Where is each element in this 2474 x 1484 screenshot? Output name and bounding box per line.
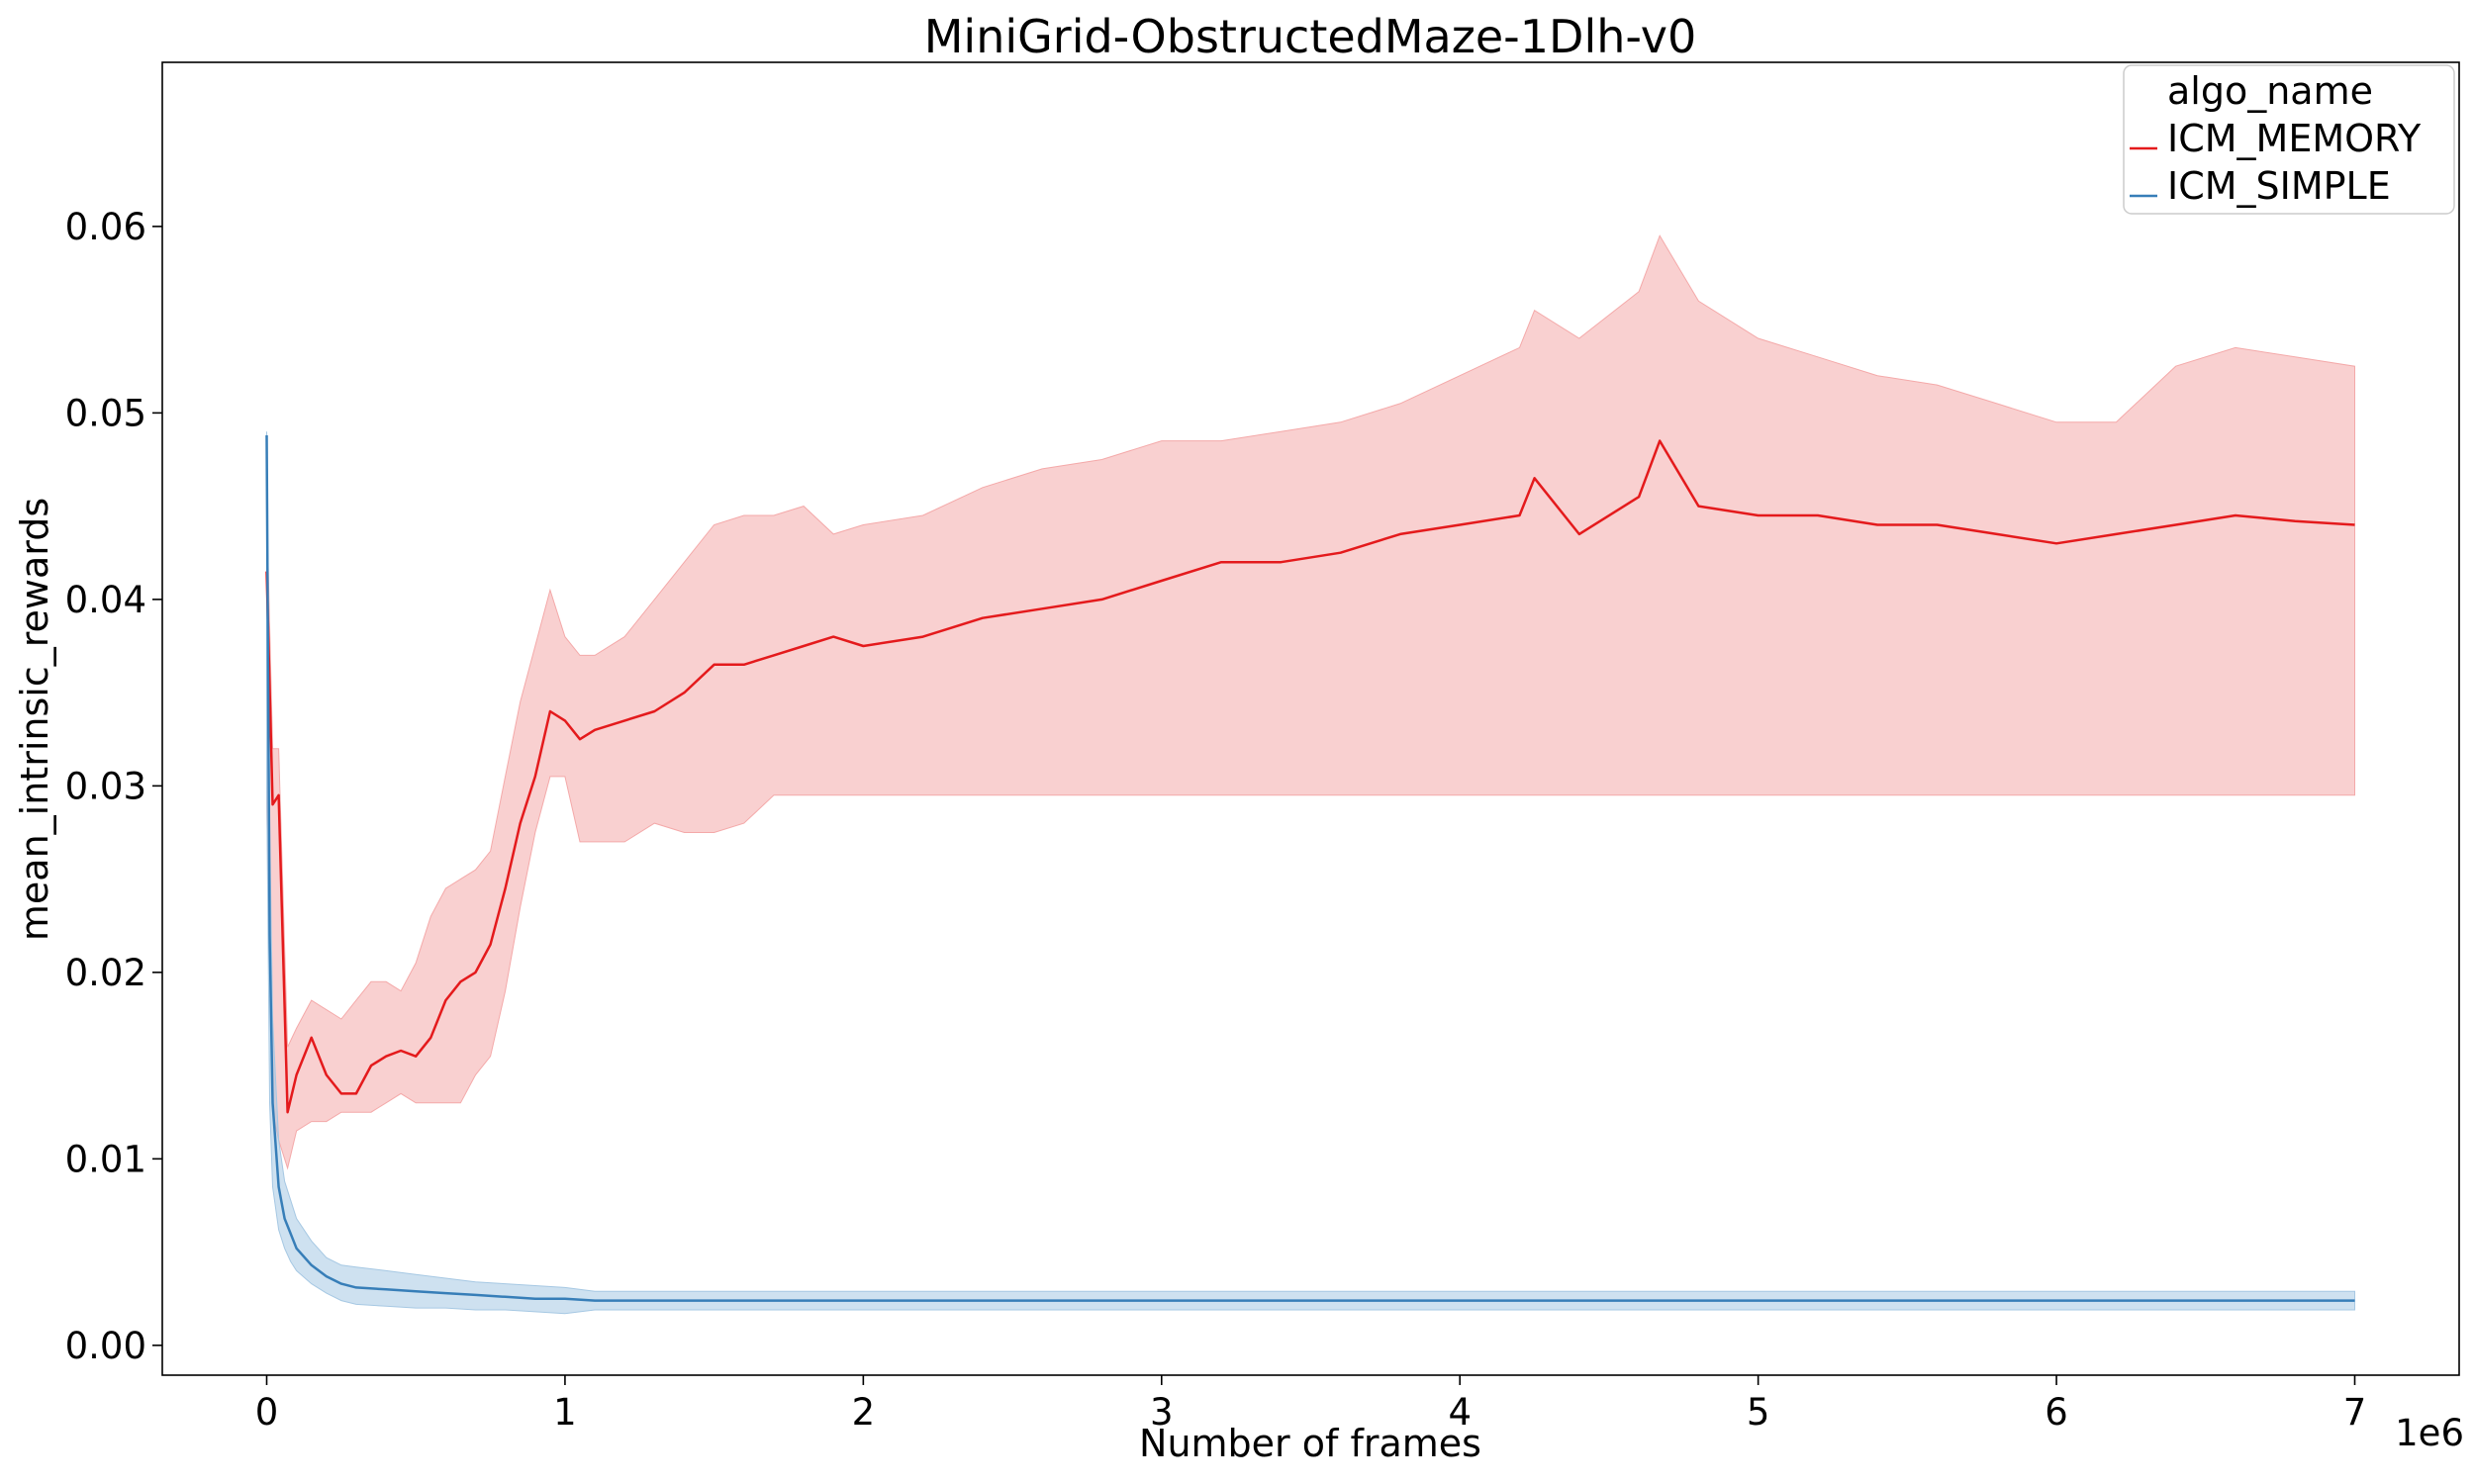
- chart-title: MiniGrid-ObstructedMaze-1Dlh-v0: [924, 10, 1697, 63]
- x-tick-label: 2: [852, 1391, 876, 1434]
- plot-area-frame: [161, 61, 2460, 1376]
- x-axis-offset-label: 1e6: [2395, 1412, 2464, 1454]
- x-tick-label: 4: [1448, 1391, 1472, 1434]
- y-tick-label: 0.02: [65, 952, 146, 994]
- y-tick-label: 0.03: [65, 765, 146, 807]
- y-tick-label: 0.04: [65, 579, 146, 621]
- line-icm-simple: [265, 434, 2355, 1302]
- legend-title: algo_name: [2167, 69, 2373, 113]
- x-tick-label: 7: [2343, 1391, 2367, 1434]
- y-tick-label: 0.05: [65, 392, 146, 434]
- legend-box: [2123, 64, 2455, 215]
- y-tick-label: 0.00: [65, 1325, 146, 1367]
- y-axis: 0.00 0.01 0.02 0.03 0.04 0.05 0.06: [65, 206, 162, 1367]
- legend-label-icm-simple: ICM_SIMPLE: [2167, 164, 2391, 208]
- band-icm-memory: [266, 234, 2355, 1170]
- legend-label-icm-memory: ICM_MEMORY: [2167, 117, 2422, 160]
- y-axis-title: mean_intrinsic_rewards: [13, 498, 56, 941]
- x-tick-label: 3: [1150, 1391, 1174, 1434]
- plot-bands: [266, 234, 2355, 1315]
- x-tick-label: 6: [2045, 1391, 2068, 1434]
- x-tick-label: 1: [553, 1391, 577, 1434]
- x-tick-label: 5: [1747, 1391, 1770, 1434]
- plot-lines: [265, 434, 2355, 1302]
- legend: algo_name ICM_MEMORY ICM_SIMPLE: [2123, 64, 2455, 215]
- band-icm-simple: [266, 431, 2355, 1315]
- y-tick-label: 0.01: [65, 1138, 146, 1180]
- y-tick-label: 0.06: [65, 206, 146, 248]
- line-icm-memory: [265, 439, 2355, 1114]
- x-tick-label: 0: [255, 1391, 279, 1434]
- x-axis-title: Number of frames: [1139, 1422, 1481, 1465]
- x-axis: 0 1 2 3 4 5 6 7: [255, 1375, 2367, 1434]
